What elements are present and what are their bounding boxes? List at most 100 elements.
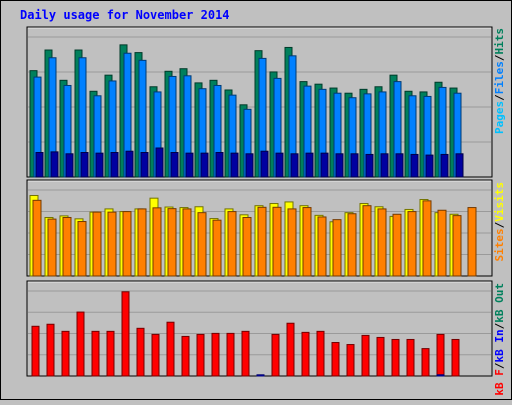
bar-bottom-kb-f-day-19 xyxy=(301,331,310,377)
bar-middle-sites-day-2 xyxy=(47,218,57,277)
bar-top-pages-day-27 xyxy=(425,154,434,178)
bar-bottom-kb-f-day-24 xyxy=(376,336,385,377)
bar-top-pages-day-10 xyxy=(170,152,179,178)
bar-middle-sites-day-3 xyxy=(62,216,72,277)
bar-bottom-kb-in-day-28 xyxy=(436,374,445,377)
bar-top-pages-day-5 xyxy=(95,152,104,178)
bar-bottom-kb-f-day-9 xyxy=(151,333,160,377)
bar-bottom-kb-f-day-7 xyxy=(121,291,130,377)
chart-title: Daily usage for November 2014 xyxy=(20,8,230,22)
bar-top-pages-day-8 xyxy=(140,152,149,178)
bar-middle-sites-day-6 xyxy=(107,211,117,277)
bar-middle-sites-day-25 xyxy=(392,213,402,277)
legend-item: / xyxy=(493,54,506,61)
legend-middle: Sites/Visits xyxy=(493,182,506,262)
legend-item: kB F xyxy=(493,369,506,396)
bar-middle-sites-day-10 xyxy=(167,208,177,277)
bar-middle-sites-day-26 xyxy=(407,211,417,277)
bar-bottom-kb-in-day-16 xyxy=(256,374,265,377)
bar-top-pages-day-25 xyxy=(395,153,404,178)
bar-top-pages-day-21 xyxy=(335,153,344,178)
bar-bottom-kb-f-day-14 xyxy=(226,332,235,377)
bar-middle-sites-day-24 xyxy=(377,208,387,277)
bar-bottom-kb-f-day-12 xyxy=(196,333,205,377)
bar-top-pages-day-13 xyxy=(215,152,224,178)
bar-middle-sites-day-9 xyxy=(152,207,162,277)
bar-middle-sites-day-28 xyxy=(437,209,447,277)
bar-top-pages-day-29 xyxy=(455,153,464,178)
bar-bottom-kb-f-day-13 xyxy=(211,332,220,377)
bar-top-pages-day-12 xyxy=(200,152,209,178)
bar-top-pages-day-18 xyxy=(290,153,299,178)
bar-middle-sites-day-30 xyxy=(467,207,477,277)
legend-item: / xyxy=(493,221,506,228)
bar-middle-sites-day-27 xyxy=(422,200,432,277)
bar-bottom-kb-f-day-18 xyxy=(286,322,295,377)
bar-top-pages-day-11 xyxy=(185,152,194,178)
legend-top: Pages/Files/Hits xyxy=(493,28,506,134)
bar-bottom-kb-f-day-15 xyxy=(241,330,250,377)
bar-top-pages-day-17 xyxy=(275,152,284,178)
legend-item: Hits xyxy=(493,28,506,55)
bar-middle-sites-day-5 xyxy=(92,211,102,277)
bar-middle-sites-day-4 xyxy=(77,221,87,277)
legend-item: / xyxy=(493,322,506,329)
bars-layer xyxy=(29,44,477,377)
bar-middle-sites-day-17 xyxy=(272,206,282,277)
bar-middle-sites-day-11 xyxy=(182,208,192,277)
bar-top-pages-day-16 xyxy=(260,150,269,178)
bar-top-pages-day-23 xyxy=(365,153,374,178)
legend-item: / xyxy=(493,362,506,369)
bar-top-pages-day-26 xyxy=(410,153,419,178)
bar-bottom-kb-f-day-6 xyxy=(106,330,115,377)
bar-top-pages-day-4 xyxy=(80,152,89,178)
bar-middle-sites-day-8 xyxy=(137,208,147,277)
bar-bottom-kb-f-day-22 xyxy=(346,344,355,377)
bar-middle-sites-day-19 xyxy=(302,207,312,277)
bar-middle-sites-day-22 xyxy=(347,213,357,277)
bar-middle-sites-day-14 xyxy=(227,211,237,277)
legend-item: Pages xyxy=(493,101,506,134)
bar-middle-sites-day-29 xyxy=(452,215,462,277)
bar-bottom-kb-f-day-26 xyxy=(406,338,415,377)
bar-middle-sites-day-18 xyxy=(287,208,297,277)
bar-middle-sites-day-16 xyxy=(257,206,267,277)
bar-top-pages-day-14 xyxy=(230,152,239,178)
bar-middle-sites-day-15 xyxy=(242,216,252,277)
bar-bottom-kb-f-day-8 xyxy=(136,327,145,377)
legend-item: kB In xyxy=(493,329,506,362)
bar-middle-sites-day-20 xyxy=(317,216,327,277)
legend-item: Files xyxy=(493,61,506,94)
bar-middle-sites-day-13 xyxy=(212,219,222,277)
bar-middle-sites-day-21 xyxy=(332,219,342,277)
bar-bottom-kb-f-day-23 xyxy=(361,334,370,377)
bar-bottom-kb-f-day-28 xyxy=(436,333,445,377)
legend-item: Sites xyxy=(493,228,506,261)
bar-top-pages-day-22 xyxy=(350,153,359,178)
bar-top-pages-day-19 xyxy=(305,152,314,178)
legend-item: kB Out xyxy=(493,283,506,323)
bar-top-pages-day-9 xyxy=(155,147,164,178)
bar-bottom-kb-f-day-20 xyxy=(316,330,325,377)
bar-bottom-kb-f-day-3 xyxy=(61,330,70,377)
bar-bottom-kb-f-day-11 xyxy=(181,335,190,377)
bar-top-pages-day-1 xyxy=(35,152,44,178)
bar-top-pages-day-15 xyxy=(245,153,254,178)
bar-top-pages-day-6 xyxy=(110,152,119,178)
bar-bottom-kb-f-day-27 xyxy=(421,348,430,377)
bar-top-pages-day-2 xyxy=(50,151,59,178)
bar-bottom-kb-f-day-21 xyxy=(331,342,340,377)
legend-item: / xyxy=(493,94,506,101)
bar-top-pages-day-24 xyxy=(380,153,389,178)
bar-top-pages-day-7 xyxy=(125,150,134,178)
bar-bottom-kb-f-day-1 xyxy=(31,325,40,377)
bar-bottom-kb-f-day-29 xyxy=(451,338,460,377)
bar-middle-sites-day-1 xyxy=(32,199,42,277)
bar-top-pages-day-28 xyxy=(440,153,449,178)
legend-bottom: kB F/kB In/kB Out xyxy=(493,283,506,396)
bar-middle-sites-day-12 xyxy=(197,212,207,277)
bar-bottom-kb-f-day-4 xyxy=(76,311,85,377)
